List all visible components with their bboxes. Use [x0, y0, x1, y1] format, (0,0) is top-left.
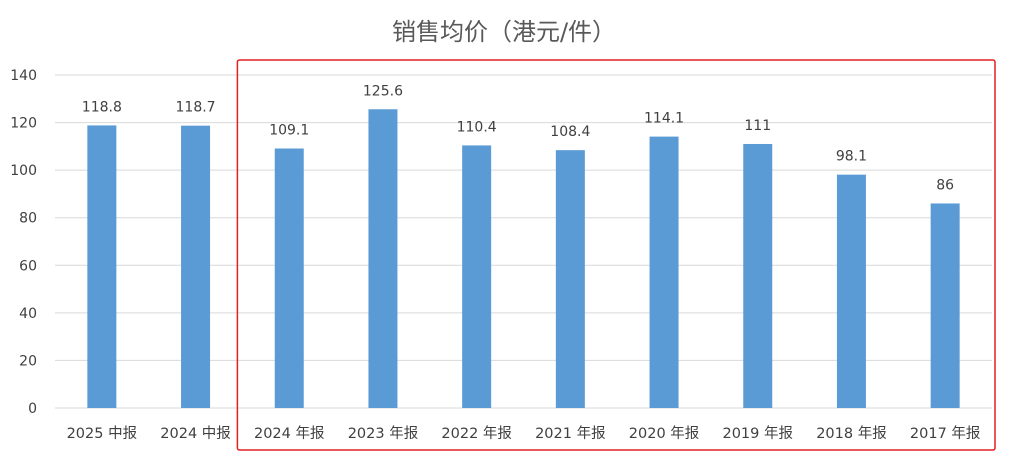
y-tick-label: 20: [19, 353, 37, 369]
bar: [930, 203, 960, 408]
x-tick-label: 2020 年报: [629, 425, 700, 442]
highlight-box: [236, 59, 996, 451]
x-tick-label: 2018 年报: [816, 425, 887, 442]
bar: [87, 125, 117, 408]
data-label: 125.6: [363, 83, 403, 99]
x-tick-label: 2021 年报: [535, 425, 606, 442]
data-label: 108.4: [550, 124, 590, 140]
bar: [274, 148, 304, 408]
data-labels: 118.8 118.7 109.1 125.6 110.4 108.4 114.1 111 98…: [82, 83, 954, 193]
chart-title: 销售均价（港元/件）: [392, 18, 616, 46]
bar: [181, 125, 211, 408]
bar: [649, 136, 679, 409]
data-label: 86: [936, 177, 954, 193]
y-tick-label: 60: [19, 258, 37, 274]
data-label: 110.4: [457, 119, 497, 135]
y-tick-label: 100: [10, 163, 37, 179]
highlight-layer: [236, 59, 996, 451]
bar: [368, 109, 398, 408]
data-label: 98.1: [836, 149, 867, 165]
data-label: 118.8: [82, 99, 122, 115]
y-tick-label: 40: [19, 306, 37, 322]
data-label: 118.7: [176, 100, 216, 116]
y-axis: 0 20 40 60 80 100 120 140: [10, 68, 37, 417]
x-tick-label: 2019 年报: [722, 425, 793, 442]
bar: [462, 145, 492, 409]
y-tick-label: 120: [10, 116, 37, 132]
data-label: 111: [744, 118, 771, 134]
x-tick-label: 2022 年报: [441, 425, 512, 442]
gridlines: [55, 74, 992, 409]
data-label: 114.1: [644, 111, 684, 127]
x-tick-label: 2024 中报: [160, 425, 231, 442]
y-tick-label: 140: [10, 68, 37, 84]
y-tick-label: 80: [19, 211, 37, 227]
bar: [836, 174, 866, 408]
bars: [87, 109, 960, 409]
x-tick-label: 2025 中报: [67, 425, 138, 442]
x-tick-label: 2023 年报: [348, 425, 419, 442]
y-tick-label: 0: [28, 401, 37, 417]
bar: [555, 150, 585, 409]
bar: [743, 143, 773, 408]
x-axis: 2025 中报 2024 中报 2024 年报 2023 年报 2022 年报 2021 …: [67, 425, 981, 442]
data-label: 109.1: [269, 122, 309, 138]
x-tick-label: 2017 年报: [910, 425, 981, 442]
x-tick-label: 2024 年报: [254, 425, 325, 442]
